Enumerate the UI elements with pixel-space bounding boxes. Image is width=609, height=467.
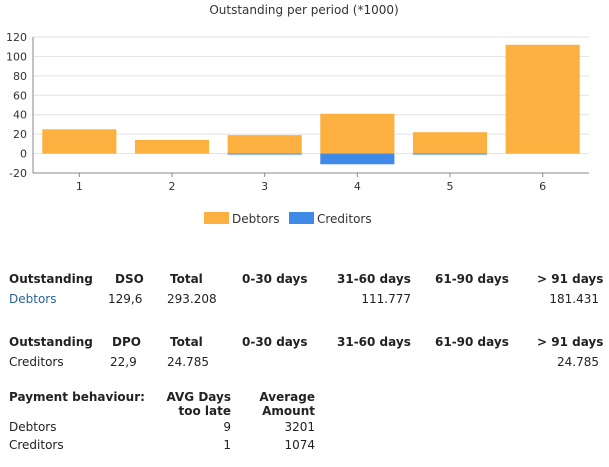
col-61-90: 61-90 days xyxy=(435,272,509,286)
col-0-30: 0-30 days xyxy=(242,272,308,286)
bar-debtors xyxy=(227,135,302,154)
debtors-31-60: 111.777 xyxy=(361,292,411,306)
y-tick-label: -20 xyxy=(9,167,27,180)
creditors-table: Outstanding DPO Total 0-30 days 31-60 da… xyxy=(0,333,609,373)
col-91: > 91 days xyxy=(537,335,604,349)
col-91: > 91 days xyxy=(537,272,604,286)
col-31-60: 31-60 days xyxy=(337,335,411,349)
col-dso: DSO xyxy=(115,272,144,286)
x-axis: 1 2 3 4 5 6 xyxy=(76,173,546,193)
creditors-label: Creditors xyxy=(9,355,64,369)
y-axis: 120 100 80 60 40 20 0 -20 xyxy=(6,31,27,180)
col-outstanding: Outstanding xyxy=(9,335,93,349)
bar-debtors xyxy=(505,44,580,154)
bar-creditors xyxy=(320,153,395,165)
payment-behaviour-title: Payment behaviour: xyxy=(9,390,145,404)
col-61-90: 61-90 days xyxy=(435,335,509,349)
y-tick-label: 120 xyxy=(6,31,27,44)
x-tick-label: 3 xyxy=(261,180,268,193)
col-avg-days-line1: AVG Days xyxy=(166,390,231,404)
chart-bars xyxy=(42,44,580,165)
bar-debtors xyxy=(42,129,117,154)
bar-debtors xyxy=(320,113,395,154)
col-average-amount-line2: Amount xyxy=(262,404,315,418)
creditors-total: 24.785 xyxy=(167,355,209,369)
bar-debtors xyxy=(134,139,210,154)
col-0-30: 0-30 days xyxy=(242,335,308,349)
y-tick-label: 60 xyxy=(13,89,27,102)
creditors-dpo: 22,9 xyxy=(110,355,137,369)
col-avg-days-line2: too late xyxy=(178,404,232,418)
x-tick-label: 2 xyxy=(169,180,176,193)
creditors-91: 24.785 xyxy=(557,355,599,369)
pb-debtors-label: Debtors xyxy=(9,420,57,434)
col-outstanding: Outstanding xyxy=(9,272,93,286)
col-average-amount-line1: Average xyxy=(259,390,315,404)
chart-legend[interactable]: Debtors Creditors xyxy=(204,212,372,226)
bar-creditors xyxy=(412,153,488,155)
pb-creditors-label: Creditors xyxy=(9,438,64,452)
x-tick-label: 5 xyxy=(447,180,454,193)
col-dpo: DPO xyxy=(112,335,141,349)
x-tick-label: 6 xyxy=(539,180,546,193)
debtors-91: 181.431 xyxy=(549,292,599,306)
col-total: Total xyxy=(170,335,203,349)
debtors-table: Outstanding DSO Total 0-30 days 31-60 da… xyxy=(0,270,609,310)
pb-creditors-days: 1 xyxy=(223,438,231,452)
col-avg-days: AVG Days too late xyxy=(167,390,231,418)
bar-debtors xyxy=(412,132,488,154)
y-tick-label: 20 xyxy=(13,128,27,141)
x-tick-label: 1 xyxy=(76,180,83,193)
y-tick-label: 100 xyxy=(6,50,27,63)
pb-debtors-amount: 3201 xyxy=(284,420,315,434)
col-31-60: 31-60 days xyxy=(337,272,411,286)
payment-behaviour-table: Payment behaviour: AVG Days too late Ave… xyxy=(0,388,609,467)
legend-swatch-creditors xyxy=(289,212,314,224)
pb-debtors-days: 9 xyxy=(223,420,231,434)
chart-title: Outstanding per period (*1000) xyxy=(209,3,398,17)
chart-grid xyxy=(32,36,589,174)
debtors-total: 293.208 xyxy=(167,292,217,306)
legend-label-debtors[interactable]: Debtors xyxy=(232,212,279,226)
debtors-dso: 129,6 xyxy=(108,292,143,306)
x-tick-label: 4 xyxy=(354,180,361,193)
debtors-link[interactable]: Debtors xyxy=(9,292,57,306)
col-total: Total xyxy=(170,272,203,286)
y-tick-label: 40 xyxy=(13,109,27,122)
y-tick-label: 0 xyxy=(20,148,27,161)
bar-creditors xyxy=(227,153,302,155)
outstanding-chart: Outstanding per period (*1000) 120100806… xyxy=(6,3,589,226)
col-average-amount: Average Amount xyxy=(259,390,315,418)
legend-swatch-debtors xyxy=(204,212,229,224)
pb-creditors-amount: 1074 xyxy=(284,438,315,452)
y-tick-label: 80 xyxy=(13,70,27,83)
legend-label-creditors[interactable]: Creditors xyxy=(317,212,372,226)
